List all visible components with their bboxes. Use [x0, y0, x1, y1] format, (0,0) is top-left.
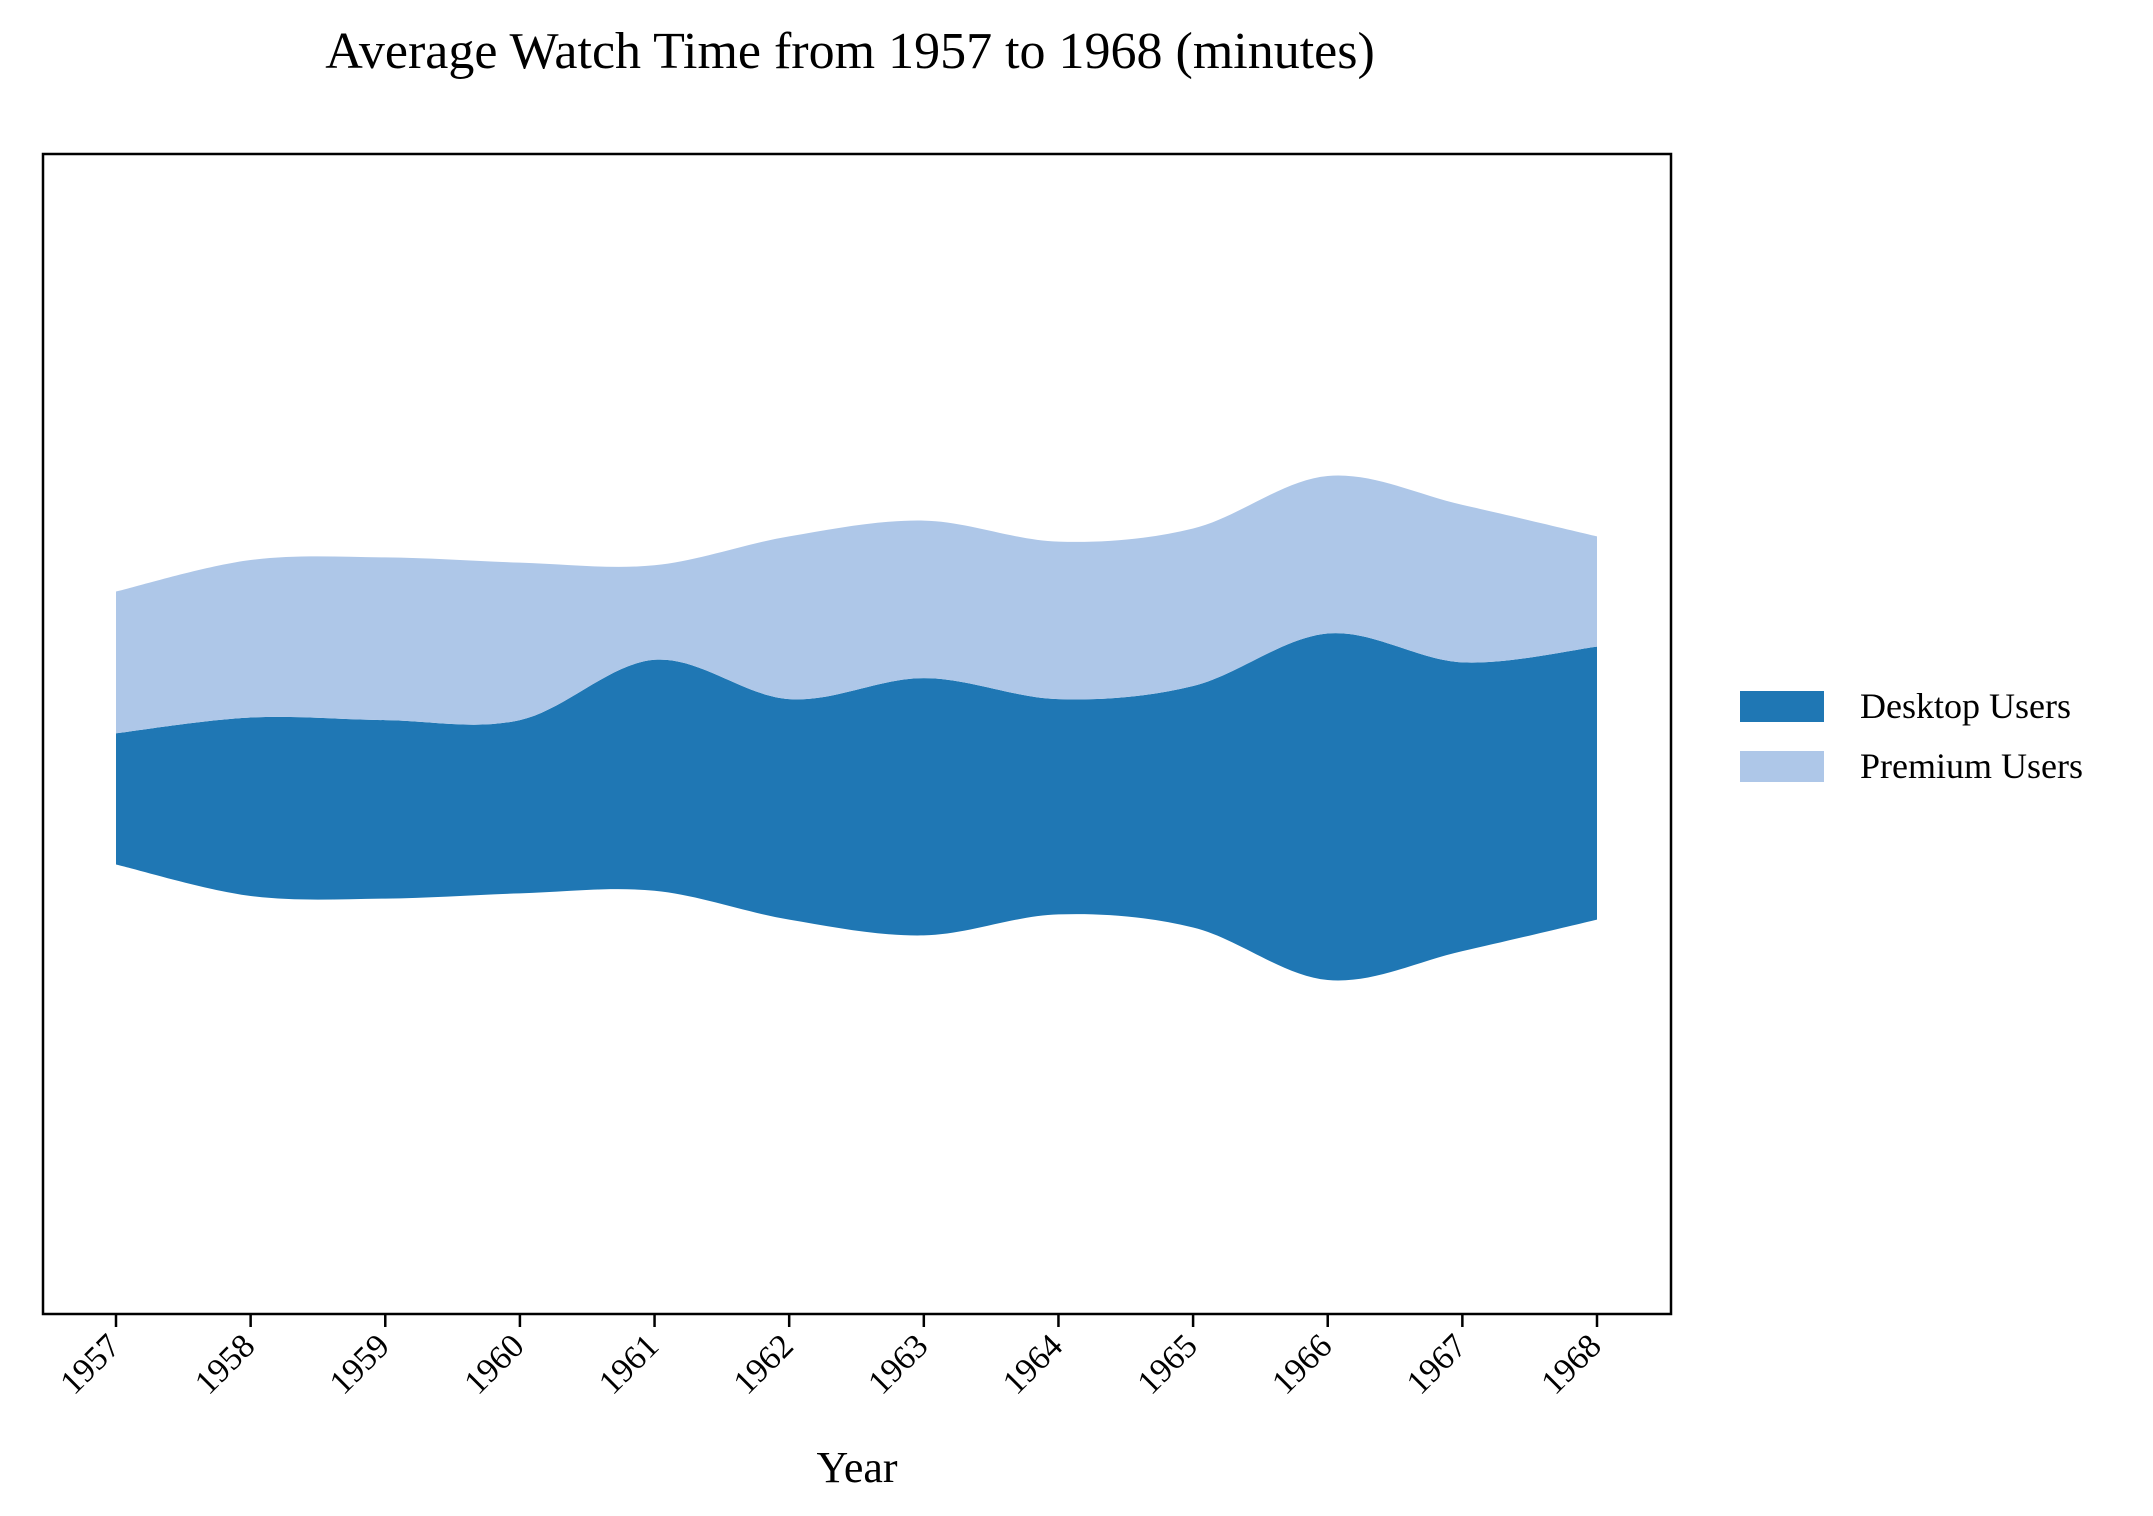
stream-area-premium — [116, 475, 1597, 734]
x-axis-ticks: 1957 1958 1959 1960 1961 1962 1963 1964 1965 1966… — [53, 1314, 1609, 1402]
x-tick-label: 1965 — [1131, 1327, 1205, 1401]
legend: Desktop Users Premium Users — [1740, 676, 2083, 796]
x-tick-label: 1957 — [53, 1327, 127, 1401]
legend-label-premium: Premium Users — [1860, 746, 2083, 786]
x-tick-label: 1961 — [592, 1327, 666, 1401]
x-tick-label: 1959 — [323, 1327, 397, 1401]
legend-swatch-desktop — [1740, 690, 1824, 722]
chart-title: Average Watch Time from 1957 to 1968 (mi… — [325, 23, 1375, 80]
x-tick-label: 1966 — [1265, 1327, 1339, 1401]
x-tick-label: 1958 — [188, 1327, 262, 1401]
x-axis-label: Year — [816, 1443, 897, 1492]
x-tick-label: 1968 — [1534, 1327, 1608, 1401]
legend-label-desktop: Desktop Users — [1860, 686, 2071, 726]
x-tick-label: 1963 — [861, 1327, 935, 1401]
plot-frame — [41, 152, 1673, 1316]
x-tick-label: 1967 — [1400, 1327, 1474, 1401]
legend-swatch-premium — [1740, 750, 1824, 782]
stream-area-desktop — [116, 633, 1597, 981]
legend-item-desktop: Desktop Users — [1740, 676, 2083, 736]
stream-areas — [116, 475, 1597, 981]
x-tick-label: 1960 — [457, 1327, 531, 1401]
x-tick-label: 1964 — [996, 1327, 1070, 1401]
legend-item-premium: Premium Users — [1740, 736, 2083, 796]
x-tick-label: 1962 — [727, 1327, 801, 1401]
